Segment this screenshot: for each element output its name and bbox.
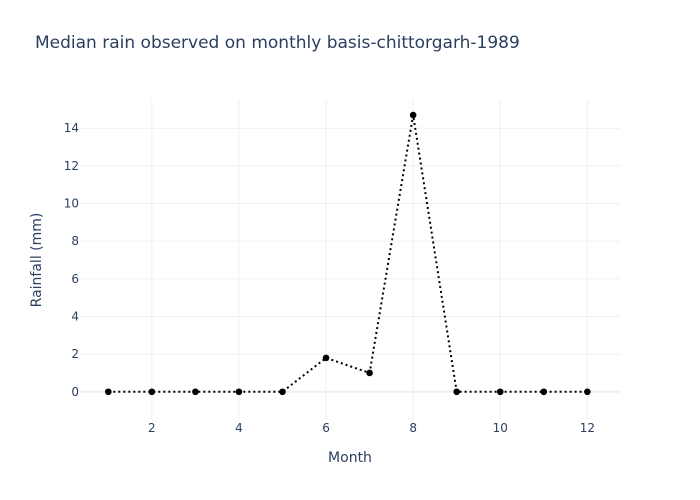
rainfall-series-points — [105, 111, 591, 396]
x-tick-label: 4 — [235, 421, 243, 435]
rainfall-point — [279, 388, 286, 396]
y-tick-label: 6 — [71, 272, 79, 286]
x-tick-label: 12 — [580, 421, 595, 435]
y-axis-title: Rainfall (mm) — [29, 213, 45, 308]
rainfall-point — [584, 388, 591, 396]
chart-title: Median rain observed on monthly basis-ch… — [35, 33, 520, 53]
y-tick-label: 8 — [71, 234, 79, 248]
rainfall-point — [453, 388, 460, 396]
rainfall-point — [192, 388, 199, 396]
x-tick-label: 6 — [322, 421, 330, 435]
x-axis-title: Month — [328, 450, 372, 466]
rainfall-point — [366, 369, 373, 377]
y-tick-label: 12 — [64, 159, 79, 173]
rainfall-point — [148, 388, 156, 396]
x-tick-labels: 2 4 6 8 10 12 — [148, 421, 595, 435]
x-tick-label: 2 — [148, 421, 156, 435]
grid-layer — [80, 100, 620, 420]
y-tick-labels: 0 2 4 6 8 10 12 14 — [64, 121, 79, 399]
y-tick-label: 4 — [71, 309, 79, 323]
rainfall-point — [496, 388, 504, 396]
rainfall-point — [235, 388, 243, 396]
y-tick-label: 10 — [64, 197, 79, 211]
rainfall-point — [540, 388, 548, 396]
y-tick-label: 2 — [71, 347, 79, 361]
rainfall-point — [105, 388, 112, 396]
x-tick-label: 10 — [493, 421, 508, 435]
y-tick-label: 0 — [71, 385, 79, 399]
rainfall-point — [322, 354, 330, 362]
y-tick-label: 14 — [64, 121, 79, 135]
rainfall-series-line — [108, 114, 588, 393]
rainfall-point — [409, 111, 417, 119]
x-tick-label: 8 — [409, 421, 417, 435]
